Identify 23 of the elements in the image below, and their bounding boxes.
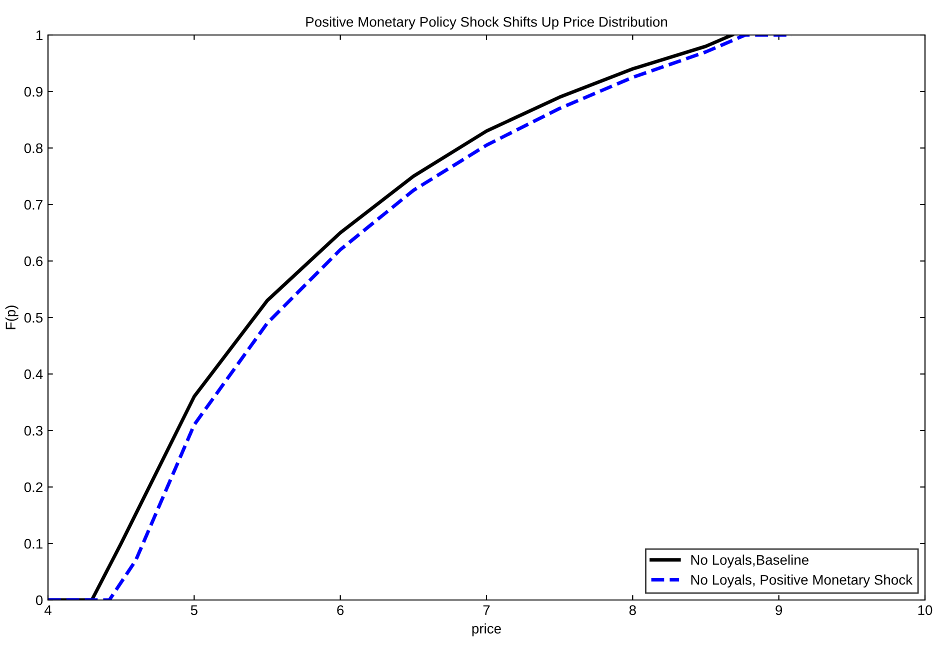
y-tick-label: 1 [36,30,42,40]
x-tick-label: 9 [776,605,782,616]
y-tick-label: 0.9 [24,86,42,97]
x-tick-label: 5 [190,605,198,616]
y-tick-label: 0.7 [24,200,42,210]
chart-title: Positive Monetary Policy Shock Shifts Up Price Distribution [306,16,667,30]
x-axis-title: price [472,623,501,636]
y-axis-title: F(p) [5,306,18,330]
legend-label: No Loyals, Positive Monetary Shock [691,574,913,588]
y-tick-label: 0.2 [24,482,42,492]
y-tick-label: 0.4 [24,369,43,380]
y-tick-label: 0.3 [24,426,43,436]
x-tick-label: 8 [629,605,636,616]
legend-label: No Loyals,Baseline [691,554,808,568]
x-tick-label: 7 [483,605,490,615]
y-tick-label: 0.8 [24,143,43,154]
y-tick-label: 0.6 [24,256,43,266]
y-tick-label: 0.5 [24,312,43,323]
y-tick-label: 0 [36,595,43,606]
x-tick-label: 10 [918,605,932,616]
y-tick-label: 0.1 [24,538,42,549]
x-tick-label: 6 [337,605,344,616]
x-tick-label: 4 [44,605,52,615]
